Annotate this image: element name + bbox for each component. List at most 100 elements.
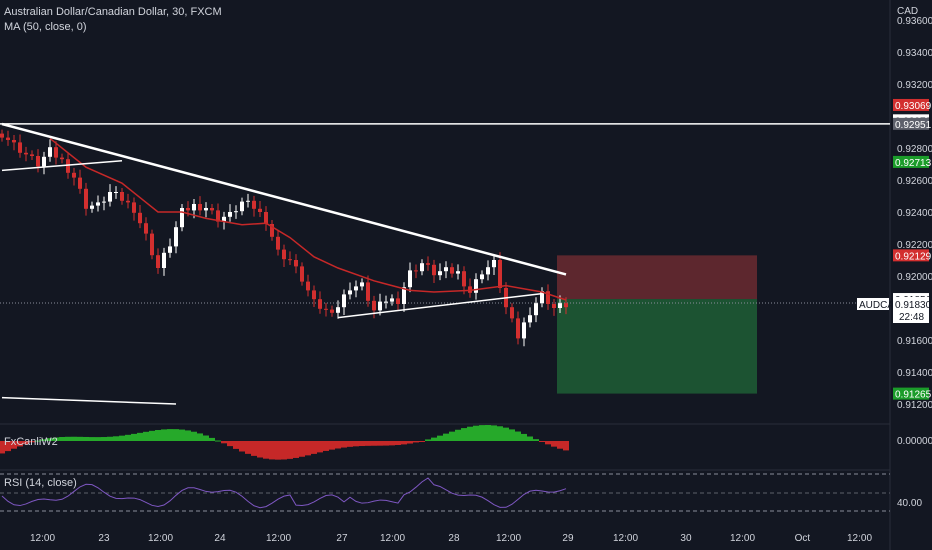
candle-body [126,200,130,203]
oscillator-bar [107,436,113,441]
oscillator-bar [533,439,539,441]
oscillator-bar [563,441,569,451]
price-tag [893,98,929,111]
candle-body [540,291,544,304]
candle-body [84,188,88,209]
trendline [1,160,123,172]
oscillator-bar [209,437,215,441]
candle-body [480,274,484,280]
y-tick-label: 0.93400 [897,48,932,59]
oscillator-bar [461,428,467,441]
y-tick-label: 0.92600 [897,176,932,187]
oscillator-bar [389,441,395,446]
rsi-line [1,477,567,509]
candle-body [474,279,478,293]
candle-body [228,212,232,217]
oscillator-bar [449,431,455,441]
oscillator-bar [131,433,137,441]
price-tag-label: 0.92129 [895,251,932,262]
candle-body [450,267,454,274]
candle-body [522,322,526,339]
price-tag-label: 0.92713 [895,158,932,169]
oscillator-bar [203,435,209,441]
candle-body [0,133,4,138]
candle-body [246,200,250,202]
oscillator-bar [491,425,497,441]
candle-body [444,267,448,272]
oscillator-bar [161,429,167,441]
x-tick-label: 12:00 [266,533,291,544]
candle-body [234,211,238,213]
oscillator-bar [125,434,131,441]
candle-body [546,291,550,304]
oscillator-bar [113,436,119,441]
oscillator-bar [545,441,551,445]
candle-body [48,147,52,157]
candle-body [324,308,328,310]
candle-body [138,212,142,224]
price-tag [893,249,929,262]
candle-body [348,290,352,295]
oscillator-bar [419,441,425,442]
candle-body [516,318,520,339]
candle-body [198,204,202,211]
stop-loss-zone [557,255,757,300]
oscillator-bar [413,441,419,443]
oscillator-bar [473,425,479,441]
candle-body [534,303,538,316]
candle-body [252,200,256,209]
candle-body [408,270,412,288]
oscillator-bar [65,436,71,441]
candle-body [156,255,160,268]
candle-body [288,259,292,261]
oscillator-bar [71,436,77,441]
candle-body [66,159,70,173]
oscillator-bar [467,426,473,441]
candle-body [312,290,316,300]
countdown-label: 22:48 [899,312,924,323]
oscillator-bar [173,429,179,441]
oscillator-bar [167,429,173,441]
candle-body [78,177,82,189]
oscillator-bar [431,437,437,441]
oscillator-bar [149,430,155,441]
oscillator-bar [401,441,407,445]
candle-body [96,202,100,206]
rsi-tick-label: 40.00 [897,498,923,509]
oscillator-bar [263,441,269,459]
oscillator-bar [557,441,563,449]
oscillator-bar [47,438,53,441]
oscillator-bar [41,439,47,441]
oscillator-bar [221,441,227,444]
take-profit-zone [557,299,757,394]
oscillator-bar [0,441,5,454]
y-tick-label: 0.92400 [897,208,932,219]
x-tick-label: 12:00 [613,533,638,544]
candle-body [462,271,466,287]
oscillator-bar [77,436,83,441]
x-tick-label: 27 [336,533,348,544]
oscillator-bar [143,431,149,441]
x-tick-label: 12:00 [30,533,55,544]
candle-body [318,299,322,309]
candle-body [492,260,496,268]
oscillator-bar [359,441,365,447]
ma-line [49,137,567,301]
oscillator-bar [455,429,461,441]
x-tick-label: Oct [795,533,811,544]
candle-body [174,227,178,247]
candle-body [90,205,94,209]
candle-body [264,212,268,224]
candle-body [258,208,262,212]
oscillator-bar [521,433,527,441]
candle-body [204,208,208,211]
y-tick-label: 0.93200 [897,80,932,91]
candle-body [276,236,280,250]
candle-body [306,281,310,291]
candle-body [36,156,40,167]
candle-body [468,286,472,293]
y-tick-label: 0.91600 [897,336,932,347]
candle-body [162,252,166,268]
candle-body [270,224,274,237]
